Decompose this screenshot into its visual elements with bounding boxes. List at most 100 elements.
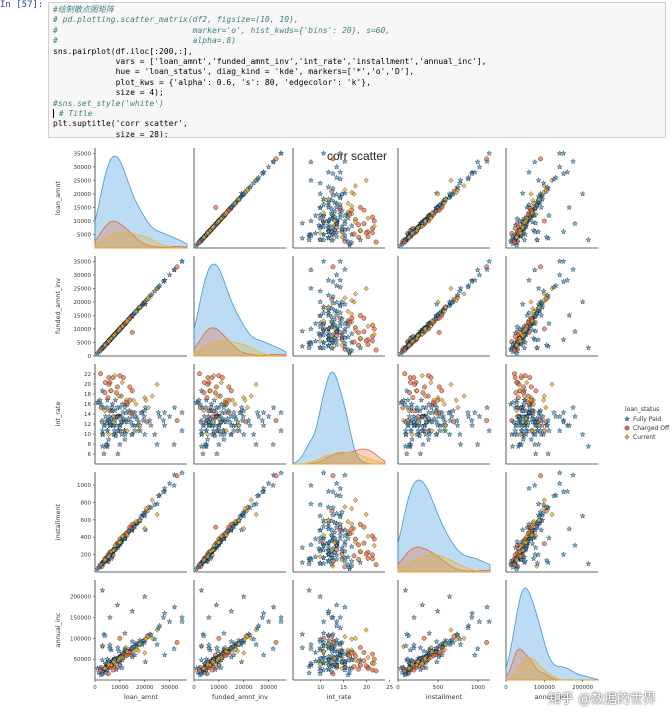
point-fully-paid: [213, 602, 220, 608]
point-current: [102, 557, 108, 563]
point-fully-paid: [328, 210, 335, 216]
point-fully-paid: [179, 469, 185, 476]
code-line: sns.pairplot(df.iloc[:200,:],: [53, 46, 193, 56]
y-tick-label: 5000: [77, 232, 91, 238]
point-current: [357, 548, 363, 555]
point-fully-paid: [337, 302, 344, 309]
point-current: [441, 308, 447, 315]
x-tick-label: 200000: [572, 685, 593, 691]
x-tick-label: 25: [386, 685, 393, 691]
point-current: [345, 647, 351, 653]
point-charged-off: [373, 347, 379, 353]
point-fully-paid: [521, 397, 528, 403]
x-axis-label: funded_amnt_inv: [212, 693, 268, 701]
point-current: [520, 419, 526, 425]
point-current: [365, 533, 371, 539]
x-tick-label: 0: [192, 685, 196, 691]
point-current: [349, 297, 355, 304]
point-current: [253, 511, 259, 518]
point-fully-paid: [534, 560, 541, 566]
point-current: [205, 553, 211, 560]
point-fully-paid: [308, 267, 314, 273]
point-fully-paid: [166, 413, 173, 420]
point-fully-paid: [250, 180, 257, 186]
panel-installment-vs-int_rate: [292, 469, 385, 573]
point-fully-paid: [560, 418, 567, 425]
point-fully-paid: [457, 288, 463, 294]
point-fully-paid: [148, 292, 154, 298]
point-current: [429, 649, 435, 655]
point-current: [137, 641, 143, 647]
point-fully-paid: [240, 431, 247, 437]
point-charged-off: [402, 239, 408, 245]
point-charged-off: [516, 382, 522, 387]
point-current: [236, 641, 242, 647]
point-current: [422, 218, 428, 224]
point-current: [108, 335, 114, 342]
point-fully-paid: [325, 662, 332, 668]
point-current: [365, 215, 371, 221]
point-fully-paid: [572, 542, 578, 548]
point-fully-paid: [325, 525, 332, 532]
point-fully-paid: [216, 422, 223, 428]
point-charged-off: [421, 635, 427, 641]
point-fully-paid: [333, 618, 340, 625]
code-editor[interactable]: #绘制散点图矩阵 # pd.plotting.scatter_matrix(df2…: [48, 2, 666, 138]
point-fully-paid: [325, 488, 332, 494]
point-current: [342, 634, 348, 640]
point-current: [453, 189, 459, 196]
point-charged-off: [521, 390, 526, 396]
point-fully-paid: [146, 417, 153, 424]
point-charged-off: [226, 524, 232, 530]
point-charged-off: [422, 384, 427, 390]
point-charged-off: [213, 524, 219, 530]
point-charged-off: [213, 205, 219, 210]
point-fully-paid: [328, 324, 335, 330]
point-current: [523, 416, 529, 422]
point-fully-paid: [333, 312, 340, 318]
x-tick-label: 10000: [210, 685, 228, 691]
point-charged-off: [538, 473, 543, 479]
point-fully-paid: [337, 258, 344, 264]
point-fully-paid: [517, 415, 524, 422]
y-tick-label: 25000: [74, 178, 92, 184]
point-fully-paid: [534, 236, 541, 243]
point-fully-paid: [204, 436, 211, 442]
point-fully-paid: [179, 409, 185, 416]
point-fully-paid: [446, 190, 453, 197]
point-current: [339, 234, 345, 240]
point-fully-paid: [171, 604, 178, 610]
point-fully-paid: [433, 404, 440, 411]
point-fully-paid: [436, 643, 443, 650]
kde-fully-paid: [397, 479, 491, 573]
y-tick-label: 1000: [77, 483, 91, 489]
point-fully-paid: [556, 413, 563, 420]
point-charged-off: [512, 239, 517, 245]
point-charged-off: [370, 322, 375, 328]
point-charged-off: [533, 388, 539, 394]
point-fully-paid: [116, 648, 122, 654]
point-current: [428, 215, 434, 221]
point-fully-paid: [407, 647, 414, 653]
point-fully-paid: [237, 409, 243, 416]
point-fully-paid: [299, 559, 306, 565]
point-charged-off: [370, 338, 375, 344]
point-current: [146, 405, 151, 411]
point-fully-paid: [516, 218, 523, 224]
point-fully-paid: [532, 544, 539, 551]
point-charged-off: [330, 156, 336, 162]
point-fully-paid: [299, 631, 306, 637]
point-current: [317, 230, 323, 236]
point-current: [339, 665, 345, 671]
point-fully-paid: [339, 207, 345, 214]
panel-loan_amnt-vs-loan_amnt: 5000 10000 15000 20000 25000 30000 35000 loan_a…: [54, 148, 188, 249]
point-charged-off: [222, 653, 228, 659]
point-current: [248, 635, 254, 641]
point-current: [428, 323, 434, 329]
point-current: [326, 304, 331, 310]
point-fully-paid: [214, 427, 220, 434]
point-fully-paid: [535, 285, 542, 291]
point-current: [514, 234, 520, 240]
point-charged-off: [370, 552, 375, 558]
x-tick-label: 500: [433, 685, 444, 691]
